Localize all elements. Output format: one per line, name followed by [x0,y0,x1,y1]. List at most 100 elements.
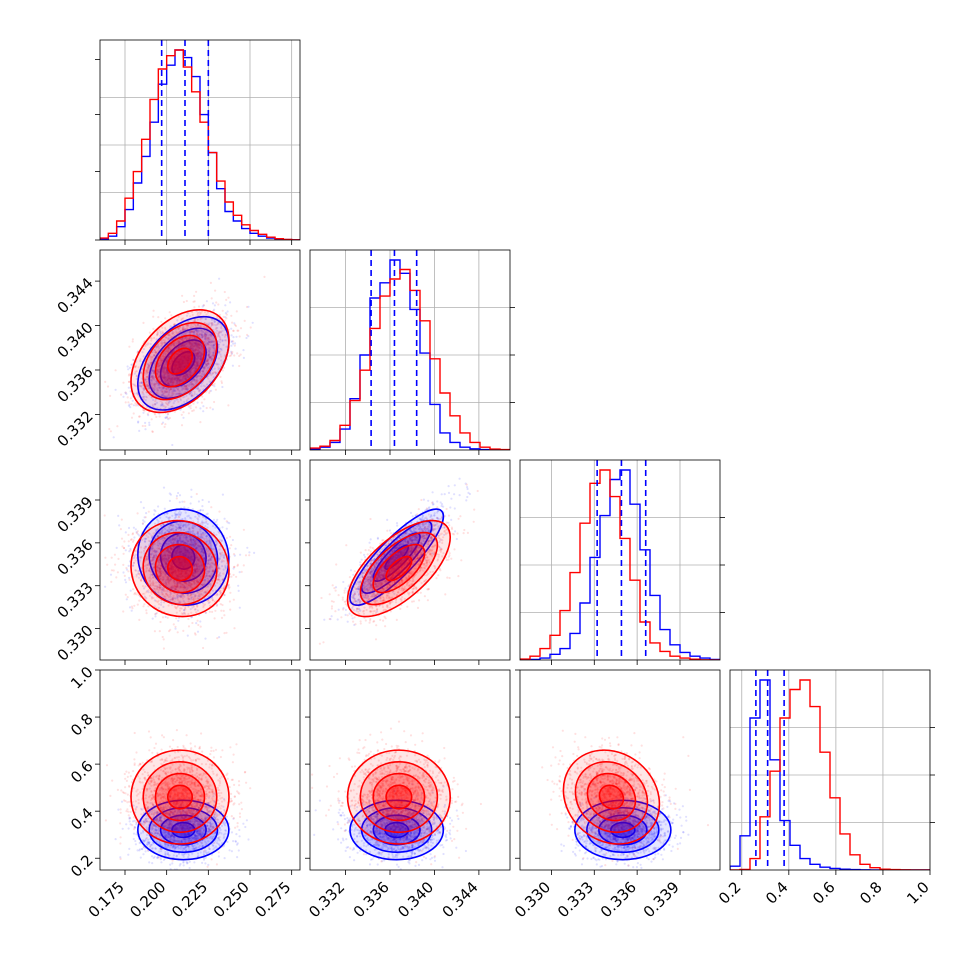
sample-point [191,379,194,382]
sample-point [216,518,219,521]
sample-point [153,384,156,387]
sample-point [192,564,196,567]
sample-point [190,488,193,491]
sample-point [164,615,167,618]
sample-point [164,371,167,374]
sample-point [177,378,180,381]
sample-point [122,571,125,574]
sample-point [196,360,199,363]
sample-point [208,353,211,356]
sample-point [172,377,176,380]
sample-point [160,394,163,397]
sample-point [158,334,162,338]
sample-point [177,377,180,381]
sample-point [192,383,195,386]
sample-point [174,376,177,379]
sample-point [144,428,147,431]
sample-point [191,382,194,386]
sample-point [202,369,205,372]
sample-point [164,350,167,353]
sample-point [195,375,198,378]
sample-point [170,381,173,384]
sample-point [160,361,163,364]
sample-point [200,382,203,385]
sample-point [177,366,181,369]
sample-point [165,376,168,379]
sample-point [187,359,190,362]
sample-point [180,361,183,364]
sample-point [183,354,186,357]
sample-point [109,430,112,433]
sample-point [179,397,182,400]
sample-point [186,354,189,357]
sample-point [206,359,209,362]
sample-point [182,359,185,363]
sample-point [177,315,180,318]
sample-point [203,372,206,375]
sample-point [187,625,191,628]
sample-point [180,333,183,336]
sample-point [219,330,223,333]
sample-point [141,424,144,428]
sample-point [217,334,220,337]
sample-point [201,335,204,339]
sample-point [164,376,167,379]
sample-point [218,351,221,354]
sample-point [159,357,162,360]
sample-point [168,334,172,337]
sample-point [194,352,197,355]
sample-point [200,377,203,380]
sample-point [137,421,140,424]
sample-point [177,378,180,381]
sample-point [187,356,190,359]
sample-point [177,340,180,343]
sample-point [164,363,167,366]
sample-point [177,346,180,349]
sample-point [190,330,193,333]
sample-point [206,383,209,386]
sample-point [220,349,223,352]
sample-point [163,373,166,377]
sample-point [207,362,210,365]
sample-point [178,392,181,395]
sample-point [174,364,177,367]
sample-point [175,361,178,364]
sample-point [177,357,180,360]
sample-point [174,362,178,365]
sample-point [207,500,210,503]
sample-point [185,374,188,377]
sample-point [181,344,184,347]
sample-point [198,350,201,354]
sample-point [206,362,209,365]
red-histogram [730,679,930,870]
sample-point [196,348,199,351]
sample-point [166,373,169,376]
sample-point [203,365,206,368]
sample-point [190,383,193,386]
sample-point [186,388,189,391]
sample-point [197,305,201,308]
sample-point [126,365,129,368]
sample-point [187,359,190,362]
sample-point [211,358,214,361]
sample-point [185,337,188,341]
sample-point [178,358,181,361]
sample-point [164,405,167,408]
sample-point [196,388,199,391]
sample-point [179,330,182,333]
sample-point [161,404,164,407]
sample-point [209,281,212,284]
sample-point [136,512,139,515]
sample-point [182,326,185,329]
sample-point [177,400,180,403]
sample-point [128,606,132,609]
sample-point [220,380,223,383]
sample-point [168,374,171,378]
sample-point [174,377,177,380]
sample-point [198,343,201,346]
sample-point [182,344,185,347]
sample-point [200,333,203,337]
sample-point [148,331,151,334]
sample-point [151,617,154,620]
sample-point [188,354,191,357]
